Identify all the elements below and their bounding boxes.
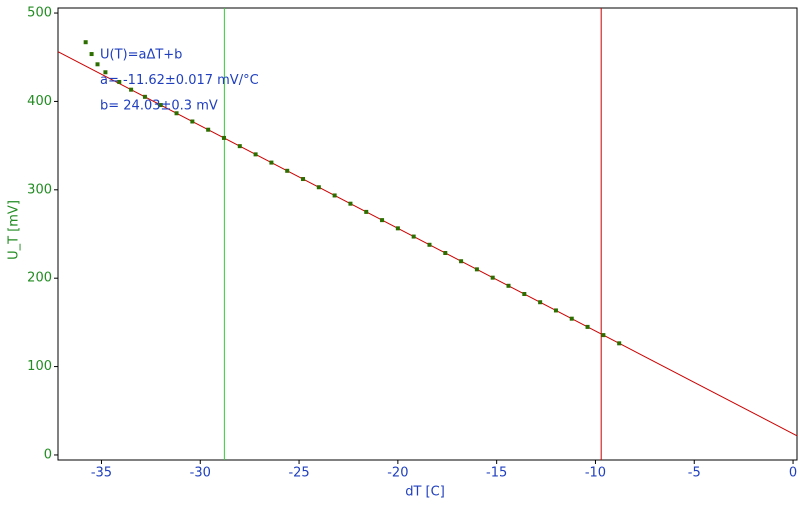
point [190, 119, 195, 124]
y-tick-label: 300 [27, 182, 52, 197]
point [332, 193, 337, 198]
point [474, 267, 479, 272]
point [522, 292, 527, 297]
point [348, 201, 353, 206]
y-tick-label: 500 [27, 6, 52, 21]
annotation: a= -11.62±0.017 mV/°C [100, 73, 259, 88]
x-tick-label: -30 [190, 466, 211, 481]
point [253, 152, 258, 157]
plot-frame [57, 7, 798, 461]
x-tick-label: -35 [91, 466, 112, 481]
point [427, 242, 432, 247]
point [538, 300, 543, 305]
x-axis-label: dT [C] [405, 485, 445, 500]
point [395, 226, 400, 231]
point [117, 79, 122, 84]
point [285, 168, 290, 173]
point [553, 308, 558, 313]
x-tick-label: 0 [789, 466, 797, 481]
x-tick-label: -20 [387, 466, 408, 481]
y-tick-label: 200 [27, 271, 52, 286]
point [301, 177, 306, 182]
x-tick-label: -5 [688, 466, 701, 481]
point [221, 135, 226, 140]
y-tick-label: 0 [44, 447, 52, 462]
y-axis-label: U_T [mV] [7, 200, 22, 260]
point [364, 209, 369, 214]
y-tick-label: 400 [27, 94, 52, 109]
point [617, 341, 622, 346]
y-tick-label: 100 [27, 359, 52, 374]
point [237, 144, 242, 149]
point [142, 94, 147, 99]
x-tick-label: -10 [585, 466, 606, 481]
point [103, 70, 108, 75]
point [89, 52, 94, 57]
annotation: U(T)=aΔT+b [100, 48, 182, 63]
point [206, 127, 211, 132]
annotation: b= 24.03±0.3 mV [100, 99, 218, 114]
point [490, 275, 495, 280]
point [95, 62, 100, 67]
point [411, 234, 416, 239]
point [380, 218, 385, 223]
point [83, 40, 88, 45]
point [316, 185, 321, 190]
point [129, 87, 134, 92]
point [569, 316, 574, 321]
point [506, 283, 511, 288]
x-tick-label: -15 [486, 466, 507, 481]
point [269, 160, 274, 165]
point [158, 103, 163, 108]
point [585, 324, 590, 329]
point [459, 259, 464, 264]
point [601, 333, 606, 338]
point [174, 111, 179, 116]
x-tick-label: -25 [288, 466, 309, 481]
point [443, 251, 448, 256]
